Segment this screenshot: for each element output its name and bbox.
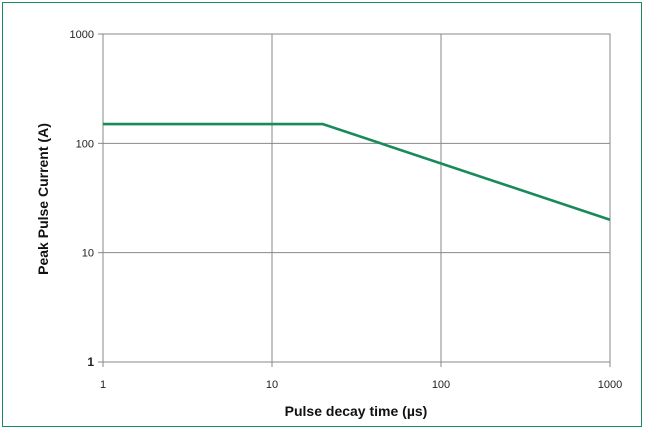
y-tick-label: 10 [82, 248, 94, 260]
x-tick-label: 1 [100, 379, 106, 391]
y-tick-label: 1000 [70, 29, 94, 41]
grid-lines [103, 34, 610, 362]
axes [98, 33, 611, 367]
series-line [103, 122, 611, 221]
x-tick-label: 1000 [598, 379, 622, 391]
chart-frame [2, 2, 642, 427]
y-axis-title: Peak Pulse Current (A) [35, 123, 51, 275]
y-tick-label: 100 [76, 138, 94, 150]
tick-labels: 1 10 100 1000 1 10 100 1000 [70, 29, 623, 391]
x-axis-title: Pulse decay time (µs) [285, 403, 428, 419]
series-layer [103, 122, 611, 221]
x-tick-label: 100 [432, 379, 450, 391]
y-tick-label: 1 [87, 355, 94, 369]
plot-area-border [102, 33, 611, 363]
x-tick-label: 10 [266, 379, 278, 391]
